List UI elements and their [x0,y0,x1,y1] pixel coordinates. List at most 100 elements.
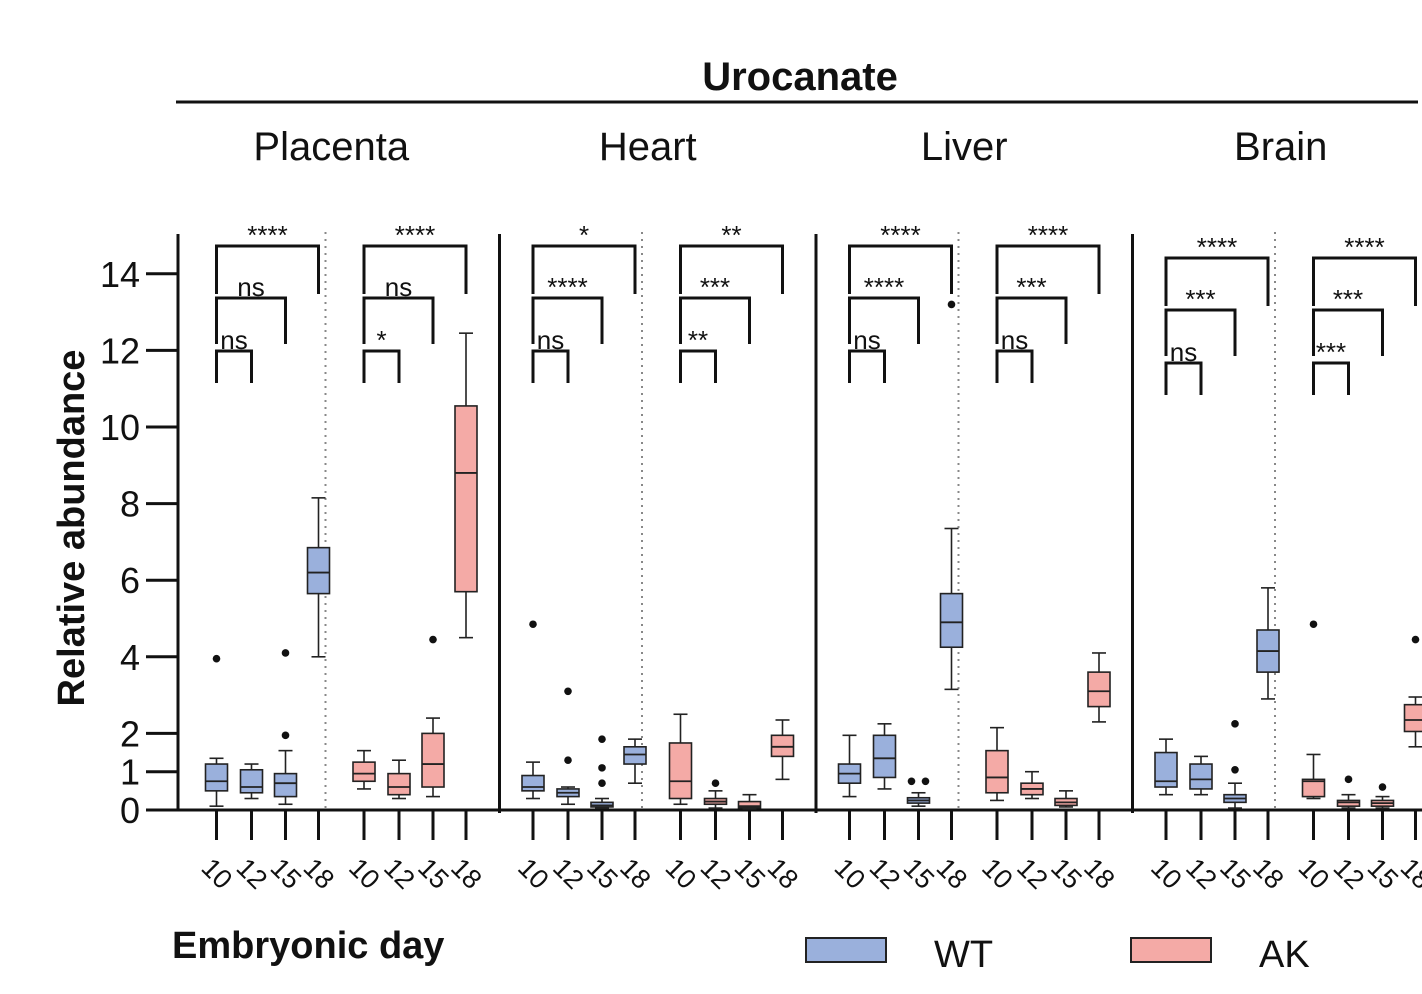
y-axis-label: Relative abundance [51,350,93,707]
y-tick-label: 12 [100,330,140,371]
tissue-label: Brain [1234,125,1327,169]
x-axis [146,808,1422,840]
sig-bracket [679,244,784,294]
day-label: 18 [298,852,340,894]
y-tick-label: 0 [120,790,140,831]
outlier-point [907,777,916,786]
outlier-point [281,649,290,657]
sig-bracket [1164,256,1270,306]
box [939,592,964,649]
day-label: 18 [1078,852,1120,894]
sig-bracket [848,244,953,294]
outlier-point [564,687,572,696]
outlier-point [711,779,720,787]
sig-bracket [1312,361,1350,395]
sig-label: ns [237,272,264,302]
box [872,734,897,779]
day-label: 18 [1395,852,1422,894]
sig-bracket [362,296,435,344]
box [1087,671,1111,708]
box [521,774,545,792]
day-label: 18 [762,852,804,894]
sig-label: ns [220,325,247,355]
box [239,768,264,794]
sig-label: ns [537,325,564,355]
sig-label: * [579,220,589,250]
outlier-point [212,654,221,663]
outlier-point [529,620,537,629]
y-tick-label: 1 [120,752,140,793]
sig-bracket [679,296,751,344]
sig-bracket [362,244,468,294]
sig-label: **** [395,220,435,250]
sig-label: **** [864,272,904,302]
outlier-point [1344,775,1353,784]
sig-label: **** [1197,232,1237,262]
sig-bracket [995,244,1101,294]
legend-label-wt: WT [934,934,993,976]
box [273,772,298,798]
box [204,763,229,792]
y-tick-label: 14 [100,254,140,295]
sig-bracket [1164,308,1237,356]
sig-label: **** [547,272,587,302]
y-tick-label: 6 [120,560,140,601]
sig-label: ns [853,325,880,355]
sig-label: ** [688,325,708,355]
sig-bracket [215,349,253,383]
sig-bracket [215,244,320,294]
outlier-point [1378,783,1387,791]
panel-separators [324,232,1276,813]
outlier-point [281,731,290,740]
significance-brackets: ****nsns****ns******ns***************ns*… [215,220,1417,395]
sig-bracket [1312,308,1384,356]
day-label: 18 [614,852,656,894]
sig-bracket [679,349,717,383]
outlier-point [1309,620,1318,629]
outlier-point [1231,765,1239,774]
sig-bracket [362,349,401,383]
sig-label: * [376,325,386,355]
outlier-point [1231,720,1239,728]
y-tick-label: 4 [120,637,140,678]
sig-bracket [215,296,287,344]
sig-bracket [995,296,1068,344]
box [668,742,693,800]
outlier-point [598,735,606,743]
sig-label: ns [385,272,412,302]
box [454,405,478,593]
day-label: 18 [445,852,487,894]
sig-label: **** [1344,232,1384,262]
sig-label: **** [880,220,920,250]
box-series [204,300,1422,810]
outlier-point [598,764,606,772]
box [770,734,795,758]
box [623,746,647,765]
sig-bracket [531,296,604,344]
outlier-point [564,756,572,765]
box [387,772,411,796]
chart-title: Urocanate [702,55,898,99]
sig-label: ns [1001,325,1028,355]
y-tick-label: 2 [120,713,140,754]
outlier-point [598,779,606,787]
box [1154,751,1178,788]
day-label: 18 [1247,852,1289,894]
sig-bracket [1312,256,1417,306]
legend-swatch-wt [805,937,887,963]
legend-label-ak: AK [1259,934,1310,976]
x-axis-label: Embryonic day [172,925,444,967]
y-tick-label: 10 [100,407,140,448]
outlier-point [947,300,956,309]
box [737,800,762,809]
sig-bracket [848,349,886,383]
sig-bracket [531,349,570,383]
box [352,761,376,783]
tissue-labels: Placenta Heart Liver Brain [253,125,1327,169]
sig-label: ** [721,220,741,250]
box [1301,778,1326,798]
sig-bracket [531,244,637,294]
